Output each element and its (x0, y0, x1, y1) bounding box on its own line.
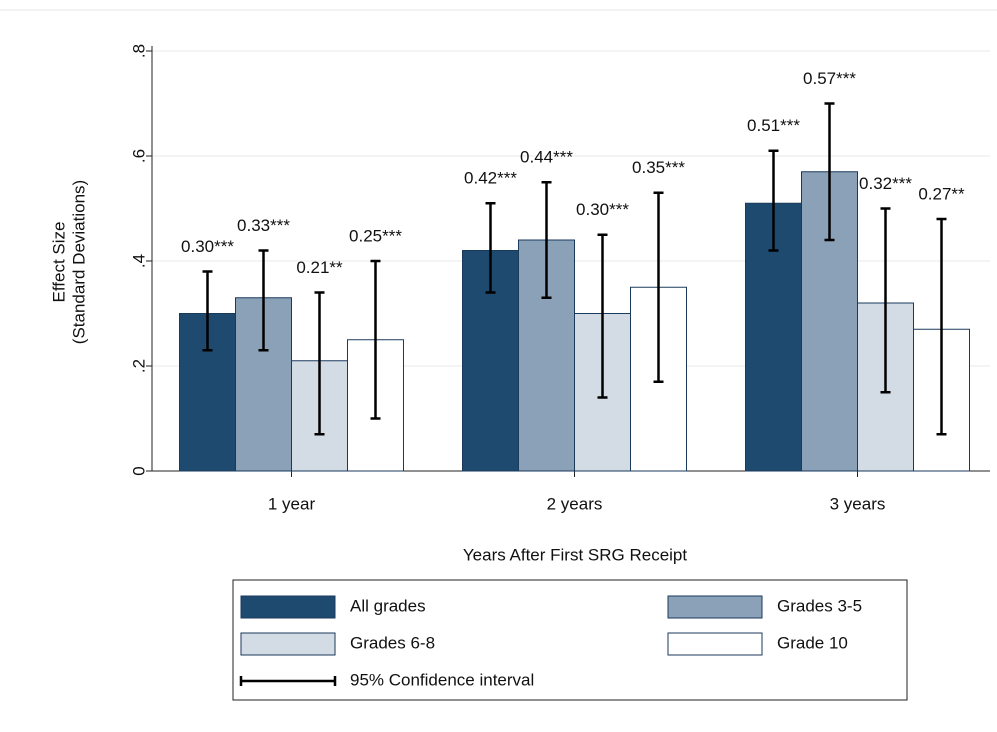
legend-swatch (240, 595, 336, 619)
error-bar (258, 249, 269, 352)
y-tick-label: .6 (129, 149, 148, 163)
legend-swatch (240, 632, 336, 656)
value-label: 0.21** (296, 258, 343, 277)
y-axis-title: (Standard Deviations) (69, 180, 88, 344)
error-bar (314, 291, 325, 436)
legend-label: Grade 10 (777, 633, 848, 652)
value-label: 0.30*** (576, 200, 629, 219)
value-label: 0.27** (918, 184, 965, 203)
value-label: 0.51*** (747, 116, 800, 135)
value-label: 0.32*** (859, 174, 912, 193)
y-tick-label: .8 (129, 44, 148, 58)
x-axis-title: Years After First SRG Receipt (463, 545, 688, 564)
value-label: 0.30*** (181, 237, 234, 256)
error-bar (936, 217, 947, 436)
error-bar (880, 207, 891, 394)
value-label: 0.25*** (349, 226, 402, 245)
legend-label: Grades 3-5 (777, 596, 862, 615)
x-tick-label: 1 year (268, 494, 316, 513)
x-tick-label: 2 years (547, 494, 603, 513)
error-bar (370, 259, 381, 420)
value-label: 0.57*** (803, 69, 856, 88)
y-tick-label: .2 (129, 359, 148, 373)
legend-label: Grades 6-8 (350, 633, 435, 652)
value-label: 0.42*** (464, 169, 517, 188)
y-tick-label: 0 (129, 466, 148, 475)
y-axis-title: Effect Size (49, 222, 68, 303)
x-tick-label: 3 years (830, 494, 886, 513)
value-label: 0.44*** (520, 148, 573, 167)
value-label: 0.33*** (237, 216, 290, 235)
value-label: 0.35*** (632, 158, 685, 177)
y-tick-label: .4 (129, 254, 148, 268)
error-bar (541, 181, 552, 299)
legend-box (232, 579, 908, 701)
legend-ci-symbol (239, 676, 337, 686)
error-bar (653, 191, 664, 383)
legend-label: All grades (350, 596, 426, 615)
error-bar (824, 102, 835, 242)
error-bar (485, 202, 496, 294)
legend-swatch (667, 595, 763, 619)
error-bar (768, 149, 779, 252)
legend-swatch (667, 632, 763, 656)
error-bar (202, 270, 213, 352)
error-bar (597, 233, 608, 399)
legend-label: 95% Confidence interval (350, 670, 534, 689)
